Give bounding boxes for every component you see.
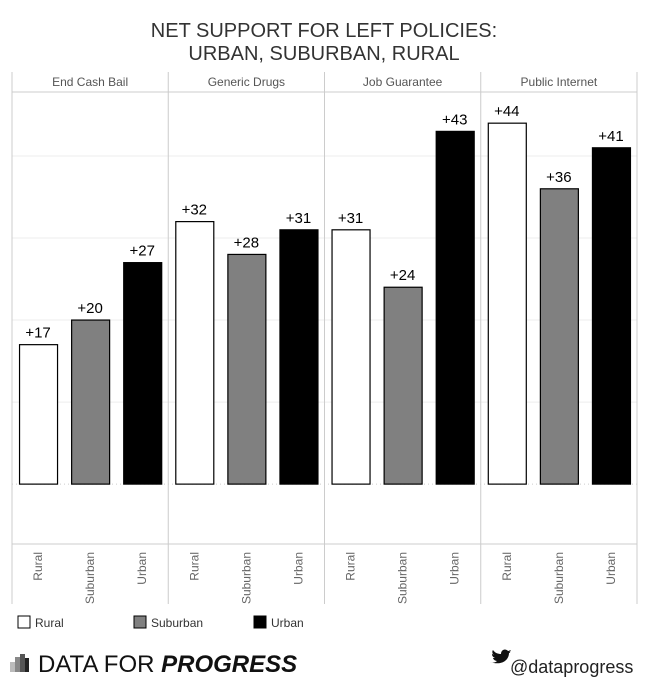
legend-label: Urban <box>271 616 304 630</box>
data-label: +36 <box>546 169 571 186</box>
data-label: +20 <box>77 300 102 317</box>
data-label: +17 <box>25 325 50 342</box>
bar-chart-logo-icon <box>10 654 29 672</box>
data-label: +27 <box>129 243 154 260</box>
chart-title: NET SUPPORT FOR LEFT POLICIES: <box>151 20 497 42</box>
x-tick-label: Suburban <box>83 552 97 604</box>
legend-label: Rural <box>35 616 64 630</box>
x-tick-label: Rural <box>500 552 514 581</box>
bar-urban <box>591 147 632 485</box>
facet-label: Generic Drugs <box>208 75 285 89</box>
bar-urban <box>435 130 475 485</box>
twitter-handle: @dataprogress <box>510 657 633 677</box>
brand-text: DATA FOR PROGRESS <box>38 651 297 678</box>
data-label: +31 <box>286 210 311 227</box>
bar-urban <box>123 262 163 485</box>
bar-suburban <box>539 188 579 485</box>
bar-rural <box>18 344 59 485</box>
data-label: +41 <box>598 128 623 145</box>
bar-suburban <box>383 286 423 485</box>
bar-suburban <box>71 319 111 485</box>
x-tick-label: Urban <box>291 552 305 585</box>
legend-item: Suburban <box>133 615 203 630</box>
x-tick-label: Rural <box>31 552 45 581</box>
chart-subtitle: URBAN, SUBURBAN, RURAL <box>188 43 459 65</box>
bar-urban <box>279 229 319 485</box>
data-label: +31 <box>338 210 363 227</box>
bar-rural <box>331 229 371 485</box>
data-label: +43 <box>442 111 467 128</box>
data-label: +32 <box>182 202 207 219</box>
x-tick-label: Rural <box>344 552 358 581</box>
facet-label: End Cash Bail <box>52 75 128 89</box>
data-label: +28 <box>234 234 259 251</box>
x-tick-label: Urban <box>135 552 149 585</box>
legend-swatch-rural <box>17 615 31 629</box>
x-tick-label: Suburban <box>239 552 253 604</box>
legend-item: Rural <box>17 615 64 630</box>
legend-label: Suburban <box>151 616 203 630</box>
x-tick-label: Urban <box>448 552 462 585</box>
data-label: +44 <box>494 103 519 120</box>
legend-swatch-suburban <box>133 615 147 629</box>
legend-swatch-urban <box>253 615 267 629</box>
x-tick-label: Urban <box>604 552 618 585</box>
brand-logo: DATA FOR PROGRESS <box>10 651 297 678</box>
x-tick-label: Suburban <box>552 552 566 604</box>
bar-rural <box>175 221 215 485</box>
legend-item: Urban <box>253 615 304 630</box>
bar-suburban <box>227 253 267 485</box>
facet-label: Public Internet <box>521 75 598 89</box>
x-tick-label: Rural <box>187 552 201 581</box>
facet-label: Job Guarantee <box>363 75 443 89</box>
data-label: +24 <box>390 267 415 284</box>
x-tick-label: Suburban <box>396 552 410 604</box>
twitter-bird-icon <box>490 649 511 664</box>
bar-rural <box>487 122 527 485</box>
